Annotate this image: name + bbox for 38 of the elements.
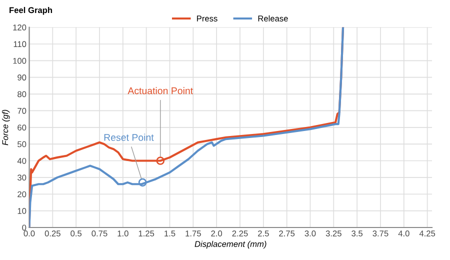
x-tick-label: 0.75 [92,230,108,236]
y-tick-label: 30 [18,174,26,181]
legend-label: Press [197,16,218,22]
x-tick-label: 3.5 [352,230,363,236]
x-tick-label: 3.75 [372,230,388,236]
chart-title: Feel Graph [10,6,52,15]
x-axis-title: Displacement (mm) [194,240,266,249]
y-tick-label: 60 [18,124,26,130]
x-tick-label: 2.75 [279,230,295,236]
annotation: Reset Point [104,134,154,141]
x-tick-label: 0.5 [70,230,82,236]
x-tick-label: 1.75 [186,230,201,236]
y-tick-label: 20 [18,191,26,198]
x-tick-label: 1.0 [118,230,128,236]
x-tick-label: 1.5 [164,230,176,236]
x-tick-label: 4.25 [419,230,436,236]
x-tick-label: 0.25 [44,230,60,236]
annotation: Actuation Point [128,87,194,94]
y-tick-label: 0 [22,224,26,231]
x-tick-label: 3.0 [304,230,316,236]
x-tick-label: 3.25 [326,230,342,236]
y-axis-title: Force (gf) [2,110,10,146]
x-tick-label: 4.0 [398,230,410,236]
x-tick-label: 2.25 [232,230,248,236]
x-tick-label: 2.5 [258,230,269,236]
x-tick-label: 2.0 [211,230,222,236]
y-tick-label: 100 [13,58,26,64]
y-tick-label: 70 [18,108,26,114]
x-tick-label: 1.25 [138,230,154,236]
legend-label: Release [258,15,288,22]
y-tick-label: 120 [13,24,26,30]
y-tick-label: 40 [17,158,26,164]
x-tick-label: 0.0 [24,230,35,236]
y-tick-label: 10 [18,208,26,214]
y-tick-label: 50 [18,141,26,148]
y-tick-label: 110 [14,41,26,48]
y-tick-label: 90 [18,74,26,80]
y-tick-label: 80 [18,91,26,98]
